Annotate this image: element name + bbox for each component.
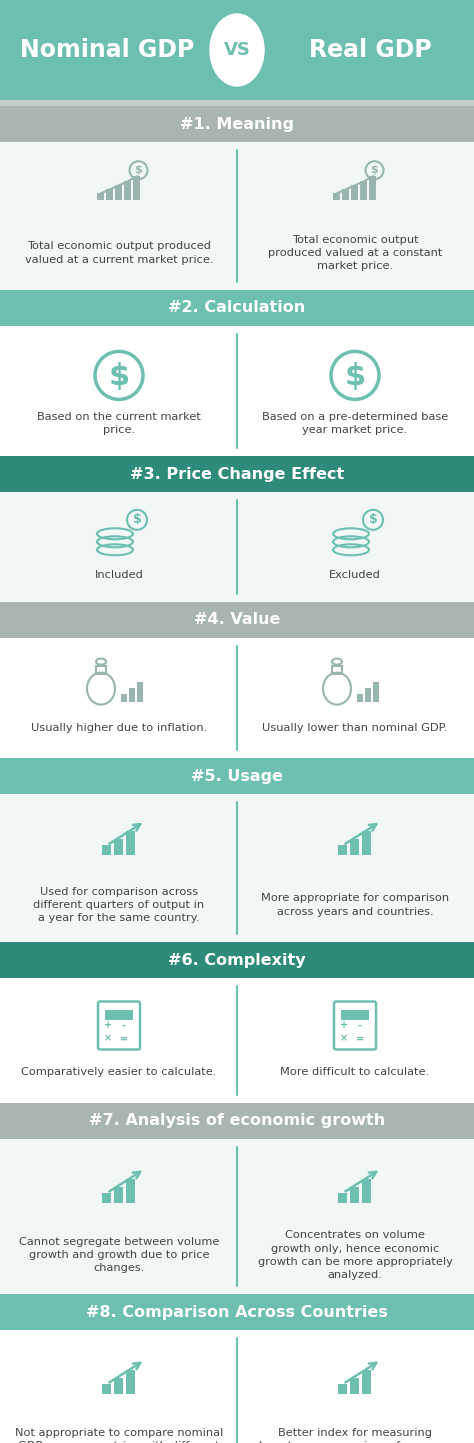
Text: ×: ×	[340, 1033, 348, 1043]
Bar	[0, 141, 474, 290]
Bar	[105, 1010, 133, 1020]
Text: Nominal GDP: Nominal GDP	[20, 38, 194, 62]
Bar	[338, 1384, 347, 1394]
Text: Total economic output
produced valued at a constant
market price.: Total economic output produced valued at…	[268, 235, 442, 271]
Bar	[0, 1330, 474, 1443]
Text: $: $	[135, 166, 142, 175]
Text: =: =	[356, 1033, 364, 1043]
Bar	[0, 758, 474, 794]
Text: Total economic output produced
valued at a current market price.: Total economic output produced valued at…	[25, 241, 213, 264]
Text: Better index for measuring
long-term economic performance
and comparison across : Better index for measuring long-term eco…	[259, 1429, 451, 1443]
Bar	[0, 1102, 474, 1139]
Bar	[102, 1193, 111, 1203]
Bar	[0, 492, 474, 602]
Text: #6. Complexity: #6. Complexity	[168, 952, 306, 967]
Text: +: +	[104, 1020, 112, 1030]
Text: #7. Analysis of economic growth: #7. Analysis of economic growth	[89, 1114, 385, 1128]
Text: +: +	[340, 1020, 348, 1030]
Text: Cannot segregate between volume
growth and growth due to price
changes.: Cannot segregate between volume growth a…	[19, 1237, 219, 1274]
Text: Comparatively easier to calculate.: Comparatively easier to calculate.	[21, 1066, 217, 1076]
Bar	[365, 688, 371, 701]
Bar	[115, 1378, 124, 1394]
Bar	[357, 694, 363, 701]
Text: Usually higher due to inflation.: Usually higher due to inflation.	[31, 723, 207, 733]
Text: Not appropriate to compare nominal
GDP across countries with different
inflation: Not appropriate to compare nominal GDP a…	[15, 1429, 223, 1443]
Bar	[0, 638, 474, 758]
Bar	[0, 326, 474, 456]
Text: More appropriate for comparison
across years and countries.: More appropriate for comparison across y…	[261, 893, 449, 916]
Text: Real GDP: Real GDP	[309, 38, 431, 62]
Text: ×: ×	[104, 1033, 112, 1043]
Bar	[0, 794, 474, 942]
Text: $: $	[133, 514, 141, 527]
Text: $: $	[369, 514, 377, 527]
Bar	[361, 182, 367, 201]
Bar	[350, 1378, 359, 1394]
Bar	[0, 100, 474, 105]
Bar	[0, 1139, 474, 1294]
Bar	[352, 185, 358, 201]
Bar	[0, 1294, 474, 1330]
Bar	[0, 602, 474, 638]
Bar	[127, 1179, 136, 1203]
Text: $: $	[371, 166, 378, 175]
Bar	[363, 1369, 372, 1394]
Bar	[343, 189, 349, 201]
Text: -: -	[122, 1020, 126, 1030]
Text: $: $	[109, 362, 129, 391]
Bar	[116, 185, 122, 201]
Bar	[134, 176, 140, 201]
Text: Based on the current market
price.: Based on the current market price.	[37, 411, 201, 436]
Bar	[115, 840, 124, 856]
Bar	[341, 1010, 369, 1020]
Text: Included: Included	[94, 570, 144, 580]
Bar	[338, 846, 347, 856]
Text: -: -	[358, 1020, 362, 1030]
Text: Based on a pre-determined base
year market price.: Based on a pre-determined base year mark…	[262, 411, 448, 436]
Bar	[107, 189, 113, 201]
Bar	[350, 840, 359, 856]
Bar	[102, 846, 111, 856]
Text: #2. Calculation: #2. Calculation	[168, 300, 306, 316]
Text: #3. Price Change Effect: #3. Price Change Effect	[130, 466, 344, 482]
Bar	[338, 1193, 347, 1203]
Bar	[350, 1188, 359, 1203]
Text: #8. Comparison Across Countries: #8. Comparison Across Countries	[86, 1304, 388, 1319]
Bar	[0, 105, 474, 141]
Text: VS: VS	[224, 40, 250, 59]
Bar	[127, 831, 136, 856]
Bar	[0, 978, 474, 1102]
Bar	[334, 193, 340, 201]
Text: Concentrates on volume
growth only, hence economic
growth can be more appropriat: Concentrates on volume growth only, henc…	[257, 1231, 453, 1280]
Text: Usually lower than nominal GDP.: Usually lower than nominal GDP.	[262, 723, 447, 733]
Bar	[363, 831, 372, 856]
Bar	[373, 681, 379, 701]
Bar	[0, 0, 474, 100]
Text: =: =	[120, 1033, 128, 1043]
Bar	[363, 1179, 372, 1203]
Bar	[127, 1369, 136, 1394]
Bar	[129, 688, 135, 701]
Bar	[121, 694, 127, 701]
Bar	[0, 290, 474, 326]
Bar	[102, 1384, 111, 1394]
Bar	[0, 456, 474, 492]
Text: #4. Value: #4. Value	[194, 612, 280, 628]
Bar	[125, 182, 131, 201]
Bar	[98, 193, 104, 201]
Bar	[137, 681, 143, 701]
Text: More difficult to calculate.: More difficult to calculate.	[281, 1066, 429, 1076]
Text: #5. Usage: #5. Usage	[191, 769, 283, 784]
Ellipse shape	[210, 14, 264, 87]
Bar	[370, 176, 376, 201]
Text: Excluded: Excluded	[329, 570, 381, 580]
Text: Used for comparison across
different quarters of output in
a year for the same c: Used for comparison across different qua…	[34, 887, 205, 924]
Bar	[115, 1188, 124, 1203]
Bar	[0, 942, 474, 978]
Text: $: $	[345, 362, 365, 391]
Text: #1. Meaning: #1. Meaning	[180, 117, 294, 131]
